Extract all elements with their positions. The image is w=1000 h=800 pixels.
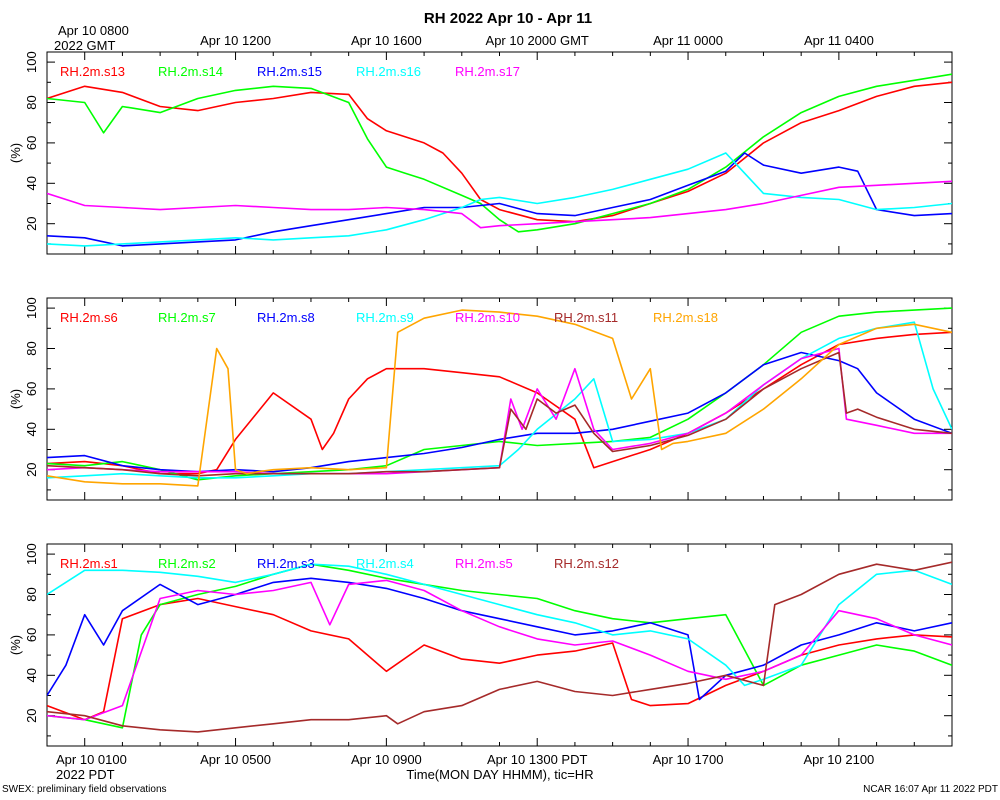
legend-rh-2m-s10: RH.2m.s10 [455,310,520,325]
series-line-rh-2m-s15 [47,152,952,247]
y-tick-label: 20 [24,216,39,230]
series-line-rh-2m-s11 [47,351,952,477]
legend-rh-2m-s8: RH.2m.s8 [257,310,315,325]
y-tick-label: 40 [24,422,39,436]
top-axis-label: Apr 10 2000 GMT [486,33,589,48]
legend-rh-2m-s4: RH.2m.s4 [356,556,414,571]
series-line-rh-2m-s14 [47,73,952,233]
footer-left: SWEX: preliminary field observations [2,784,167,795]
bottom-axis-label: Apr 10 0500 [200,752,271,767]
y-tick-label: 80 [24,341,39,355]
panel-1: 20 40 60 80 100 (%) RH.2m.s13 RH.2m.s14 RH.2m.s1… [8,51,953,255]
legend-rh-2m-s7: RH.2m.s7 [158,310,216,325]
top-axis-label: Apr 10 1200 [200,33,271,48]
series-line-rh-2m-s16 [47,152,952,247]
legend-rh-2m-s14: RH.2m.s14 [158,64,223,79]
series-line-rh-2m-s5 [47,579,952,721]
series-line-rh-2m-s13 [47,81,952,223]
panel-frame [46,51,953,255]
legend-rh-2m-s11: RH.2m.s11 [554,310,618,325]
y-tick-label: 60 [24,382,39,396]
series-group [47,561,952,733]
bottom-axis: Apr 10 0100 2022 PDT Time(MON DAY HHMM),… [56,752,874,782]
chart-title: RH 2022 Apr 10 - Apr 11 [424,10,592,27]
panel-2: 20 40 60 80 100 (%) RH.2m.s6 RH.2m.s7 RH.2m.s8 RH… [8,297,953,501]
legend-rh-2m-s3: RH.2m.s3 [257,556,315,571]
legend-rh-2m-s1: RH.2m.s1 [60,556,118,571]
series-group [47,307,952,487]
legend-rh-2m-s2: RH.2m.s2 [158,556,216,571]
series-line-rh-2m-s10 [47,347,952,475]
legend-rh-2m-s9: RH.2m.s9 [356,310,414,325]
top-axis-label: Apr 11 0400 [804,33,874,48]
series-line-rh-2m-s18 [47,309,952,487]
legend-rh-2m-s12: RH.2m.s12 [554,556,619,571]
series-line-rh-2m-s7 [47,307,952,481]
y-tick-label: 40 [24,176,39,190]
series-line-rh-2m-s6 [47,331,952,475]
bottom-axis-label: Apr 10 0900 [351,752,422,767]
bottom-axis-label: Apr 10 2100 [803,752,874,767]
legend-rh-2m-s5: RH.2m.s5 [455,556,513,571]
y-axis-label: (%) [8,635,23,655]
legend-rh-2m-s18: RH.2m.s18 [653,310,718,325]
top-axis: Apr 10 0800 2022 GMT Apr 10 1200 Apr 10 1… [54,23,874,53]
series-line-rh-2m-s2 [47,563,952,729]
series-line-rh-2m-s9 [47,321,952,479]
series-line-rh-2m-s17 [47,180,952,229]
legend-rh-2m-s16: RH.2m.s16 [356,64,421,79]
y-tick-label: 60 [24,628,39,642]
series-line-rh-2m-s8 [47,351,952,473]
y-tick-label: 100 [24,51,39,73]
panel-frame [46,297,953,501]
legend-rh-2m-s6: RH.2m.s6 [60,310,118,325]
bottom-axis-label: Apr 10 1300 PDT [487,752,588,767]
panel-3: 20 40 60 80 100 (%) RH.2m.s1 RH.2m.s2 RH.2m.s3 RH… [8,543,953,747]
top-axis-first-label-line1: Apr 10 0800 [58,23,129,38]
y-tick-label: 100 [24,543,39,565]
bottom-axis-label: Apr 10 1700 [653,752,724,767]
y-tick-label: 40 [24,668,39,682]
legend-rh-2m-s15: RH.2m.s15 [257,64,322,79]
legend-rh-2m-s13: RH.2m.s13 [60,64,125,79]
bottom-axis-first-label-line2: 2022 PDT [56,767,115,782]
y-tick-label: 100 [24,297,39,319]
y-axis-label: (%) [8,143,23,163]
legend-rh-2m-s17: RH.2m.s17 [455,64,520,79]
y-tick-label: 20 [24,462,39,476]
y-tick-label: 60 [24,136,39,150]
y-tick-label: 20 [24,708,39,722]
top-axis-label: Apr 11 0000 [653,33,723,48]
series-group [47,73,952,247]
panels: 20 40 60 80 100 (%) RH.2m.s13 RH.2m.s14 RH.2m.s1… [8,51,953,747]
y-axis-label: (%) [8,389,23,409]
top-axis-label: Apr 10 1600 [351,33,422,48]
bottom-axis-first-label-line1: Apr 10 0100 [56,752,127,767]
y-tick-label: 80 [24,95,39,109]
series-line-rh-2m-s3 [47,577,952,701]
y-tick-label: 80 [24,587,39,601]
footer-right: NCAR 16:07 Apr 11 2022 PDT [863,784,998,795]
series-line-rh-2m-s4 [47,563,952,687]
x-axis-label: Time(MON DAY HHMM), tic=HR [406,767,593,782]
series-line-rh-2m-s1 [47,597,952,721]
top-axis-first-label-line2: 2022 GMT [54,38,115,53]
series-line-rh-2m-s12 [47,561,952,733]
